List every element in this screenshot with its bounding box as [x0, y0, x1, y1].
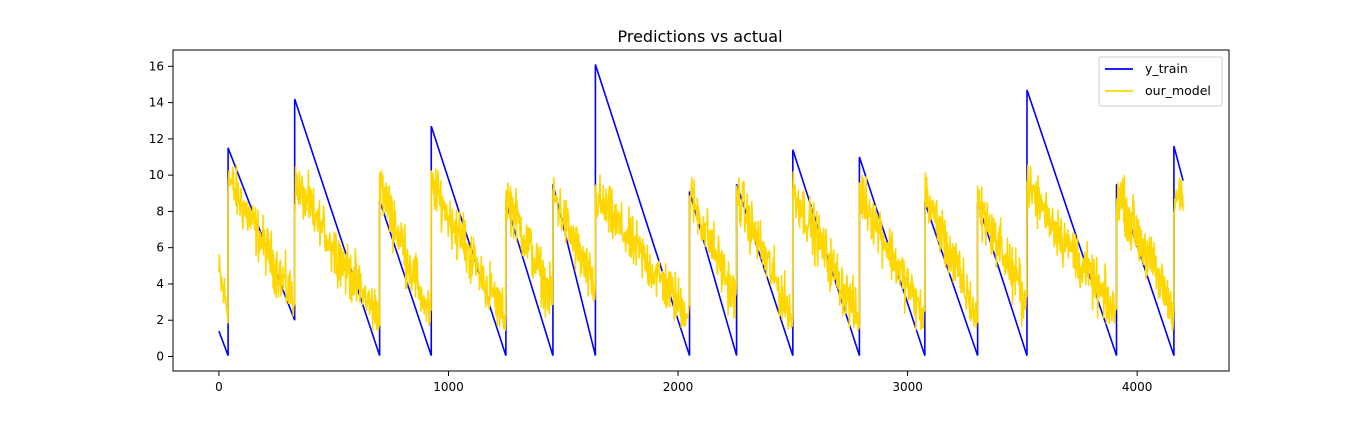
chart-title: Predictions vs actual	[617, 27, 782, 46]
legend-label-our-model: our_model	[1145, 83, 1211, 98]
x-tick-label: 4000	[1122, 380, 1153, 394]
series-line-our-model	[218, 164, 1184, 332]
y-tick-label: 4	[156, 277, 164, 291]
y-tick-label: 16	[149, 59, 164, 73]
y-tick-label: 12	[149, 132, 164, 146]
y-axis: 0 2 4 6 8 10 12 14 16	[149, 59, 173, 363]
x-tick-label: 1000	[433, 380, 464, 394]
y-tick-label: 10	[149, 168, 164, 182]
x-tick-label: 2000	[663, 380, 694, 394]
x-tick-label: 3000	[892, 380, 923, 394]
plot-frame	[172, 49, 1230, 372]
y-tick-label: 2	[156, 313, 164, 327]
y-tick-label: 0	[156, 349, 164, 363]
legend-label-y-train: y_train	[1145, 61, 1188, 76]
y-tick-label: 8	[156, 204, 164, 218]
series-layer	[218, 64, 1184, 356]
x-axis: 0 1000 2000 3000 4000	[215, 371, 1152, 394]
x-tick-label: 0	[215, 380, 223, 394]
y-tick-label: 14	[149, 96, 164, 110]
legend: y_train our_model	[1098, 56, 1223, 107]
y-tick-label: 6	[156, 241, 164, 255]
